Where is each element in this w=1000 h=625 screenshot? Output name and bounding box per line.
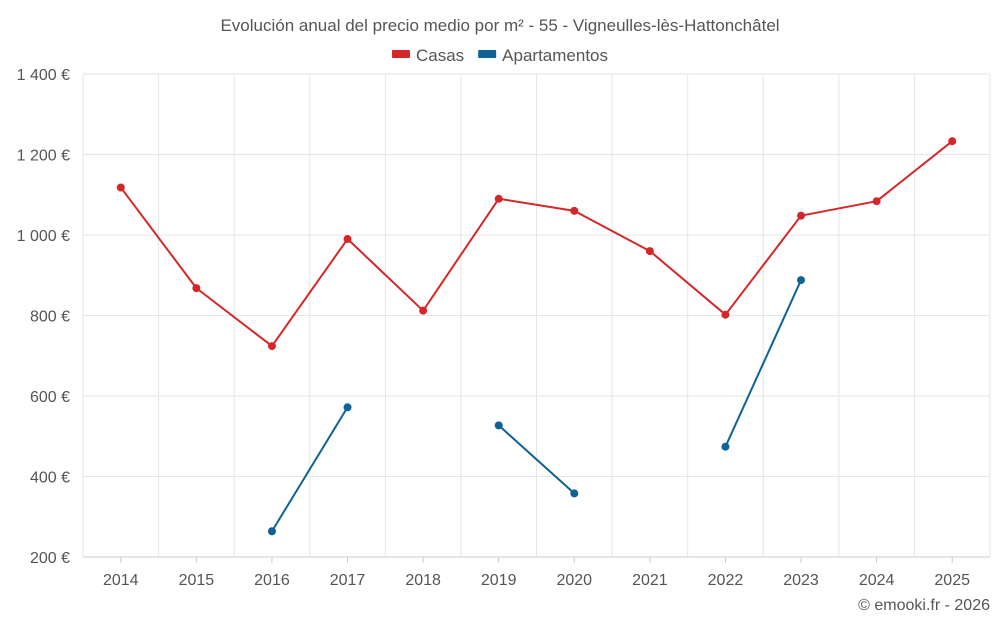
data-point-apartamentos[interactable] [797,276,806,285]
y-tick-label: 400 € [30,470,70,487]
x-tick-label: 2015 [179,572,215,589]
data-point-casas[interactable] [419,306,428,315]
y-tick-label: 1 200 € [17,148,70,165]
y-tick-label: 1 400 € [17,67,70,84]
data-point-casas[interactable] [721,310,730,319]
series-line-casas [119,140,953,348]
legend-item-apartamentos[interactable]: Apartamentos [478,46,608,65]
x-tick-label: 2018 [405,572,441,589]
data-point-apartamentos[interactable] [721,442,730,451]
data-point-casas[interactable] [494,194,503,203]
y-axis: 200 € 400 € 600 € 800 € 1 000 € 1 200 € 1 400 … [17,67,70,567]
legend: Casas Apartamentos [391,46,608,65]
legend-swatch [391,50,410,58]
y-tick-label: 800 € [30,309,70,326]
x-tick-label: 2019 [481,572,517,589]
x-tick-label: 2025 [934,572,970,589]
legend-label: Casas [416,46,464,65]
legend-label: Apartamentos [502,46,608,65]
data-point-apartamentos[interactable] [267,527,276,536]
data-point-casas[interactable] [192,284,201,293]
data-point-casas[interactable] [645,247,654,256]
data-point-casas[interactable] [116,183,125,192]
x-tick-label: 2021 [632,572,668,589]
x-tick-label: 2023 [783,572,819,589]
data-point-apartamentos[interactable] [343,403,352,412]
data-point-casas[interactable] [343,235,352,244]
y-tick-label: 1 000 € [17,228,70,245]
x-tick-label: 2017 [330,572,366,589]
x-tick-label: 2024 [859,572,895,589]
data-point-casas[interactable] [570,206,579,215]
data-point-apartamentos[interactable] [570,489,579,498]
data-point-casas[interactable] [948,137,957,146]
x-axis: 2014 2015 2016 2017 2018 2019 2020 2021 2022 2023… [103,557,970,589]
legend-item-casas[interactable]: Casas [391,46,464,65]
x-tick-label: 2022 [708,572,744,589]
y-tick-label: 600 € [30,389,70,406]
series-line-apartamentos [271,406,349,532]
credit-text: © emooki.fr - 2026 [858,597,990,614]
data-point-apartamentos[interactable] [494,421,503,430]
data-point-casas[interactable] [267,342,276,351]
series-points [116,137,957,536]
legend-swatch [478,50,497,58]
x-gridlines [82,74,991,557]
series-line-apartamentos [724,279,802,448]
chart-title: Evolución anual del precio medio por m² … [220,16,779,35]
x-tick-label: 2020 [556,572,592,589]
x-tick-label: 2014 [103,572,139,589]
data-point-casas[interactable] [872,197,881,206]
y-tick-label: 200 € [30,550,70,567]
series-lines [119,140,953,532]
series-line-apartamentos [498,424,575,495]
x-tick-label: 2016 [254,572,290,589]
data-point-casas[interactable] [797,211,806,220]
